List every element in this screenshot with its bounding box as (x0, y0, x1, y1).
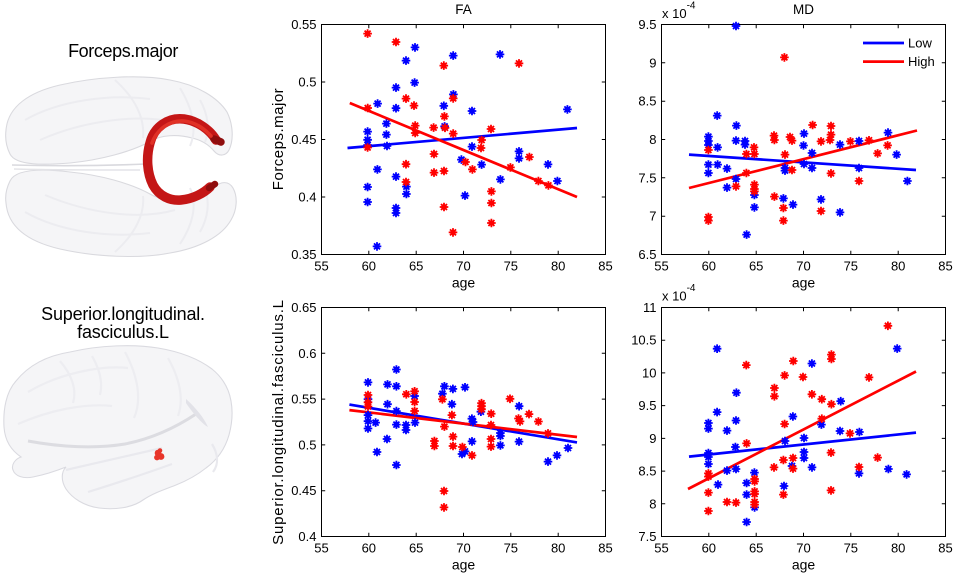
svg-text:70: 70 (456, 541, 470, 556)
svg-text:7: 7 (649, 209, 656, 224)
svg-text:60: 60 (702, 541, 716, 556)
svg-text:55: 55 (314, 259, 328, 274)
svg-text:8.5: 8.5 (638, 94, 656, 109)
svg-text:65: 65 (749, 259, 763, 274)
svg-text:55: 55 (314, 541, 328, 556)
svg-text:0.45: 0.45 (291, 483, 316, 498)
svg-text:Forceps.major: Forceps.major (68, 41, 178, 61)
svg-text:55: 55 (654, 541, 668, 556)
svg-text:8: 8 (649, 496, 656, 511)
svg-text:Superior.longitudinal.fascicul: Superior.longitudinal.fasciculus.L (270, 299, 287, 545)
svg-text:8: 8 (649, 132, 656, 147)
svg-text:0.6: 0.6 (298, 346, 316, 361)
svg-text:0.55: 0.55 (291, 392, 316, 407)
svg-text:65: 65 (409, 259, 423, 274)
svg-text:MD: MD (793, 2, 814, 17)
svg-text:9.5: 9.5 (638, 398, 656, 413)
svg-text:High: High (908, 54, 935, 69)
svg-text:0.55: 0.55 (291, 17, 316, 32)
svg-text:55: 55 (654, 259, 668, 274)
svg-text:0.65: 0.65 (291, 300, 316, 315)
svg-text:10.5: 10.5 (631, 333, 656, 348)
svg-text:0.5: 0.5 (298, 75, 316, 90)
svg-text:65: 65 (749, 541, 763, 556)
svg-text:65: 65 (409, 541, 423, 556)
svg-text:75: 75 (844, 259, 858, 274)
svg-text:85: 85 (938, 259, 952, 274)
svg-text:80: 80 (551, 259, 565, 274)
svg-text:age: age (792, 557, 816, 573)
svg-text:0.5: 0.5 (298, 437, 316, 452)
svg-text:80: 80 (891, 259, 905, 274)
svg-text:9: 9 (649, 55, 656, 70)
svg-text:70: 70 (456, 259, 470, 274)
svg-text:0.35: 0.35 (291, 247, 316, 262)
svg-text:10: 10 (642, 365, 656, 380)
svg-text:60: 60 (702, 259, 716, 274)
svg-text:7.5: 7.5 (638, 529, 656, 544)
svg-text:0.4: 0.4 (298, 529, 316, 544)
svg-text:Forceps.major: Forceps.major (270, 88, 287, 190)
svg-text:Low: Low (908, 36, 932, 51)
svg-text:9: 9 (649, 431, 656, 446)
svg-text:age: age (452, 275, 476, 291)
svg-text:0.45: 0.45 (291, 132, 316, 147)
svg-text:Superior.longitudinal.: Superior.longitudinal. (41, 304, 205, 324)
svg-text:80: 80 (891, 541, 905, 556)
svg-text:75: 75 (504, 541, 518, 556)
svg-text:70: 70 (796, 259, 810, 274)
svg-text:80: 80 (551, 541, 565, 556)
svg-text:6.5: 6.5 (638, 247, 656, 262)
svg-text:fasciculus.L: fasciculus.L (77, 322, 169, 342)
svg-text:70: 70 (796, 541, 810, 556)
svg-text:0.4: 0.4 (298, 190, 316, 205)
svg-text:75: 75 (844, 541, 858, 556)
svg-text:85: 85 (598, 541, 612, 556)
svg-text:75: 75 (504, 259, 518, 274)
svg-text:85: 85 (938, 541, 952, 556)
svg-text:85: 85 (598, 259, 612, 274)
svg-text:11: 11 (643, 300, 657, 315)
svg-text:60: 60 (362, 541, 376, 556)
svg-text:7.5: 7.5 (638, 170, 656, 185)
svg-text:age: age (452, 557, 476, 573)
svg-text:9.5: 9.5 (638, 17, 656, 32)
svg-text:8.5: 8.5 (638, 464, 656, 479)
svg-text:60: 60 (362, 259, 376, 274)
svg-text:age: age (792, 275, 816, 291)
svg-text:FA: FA (455, 2, 472, 17)
